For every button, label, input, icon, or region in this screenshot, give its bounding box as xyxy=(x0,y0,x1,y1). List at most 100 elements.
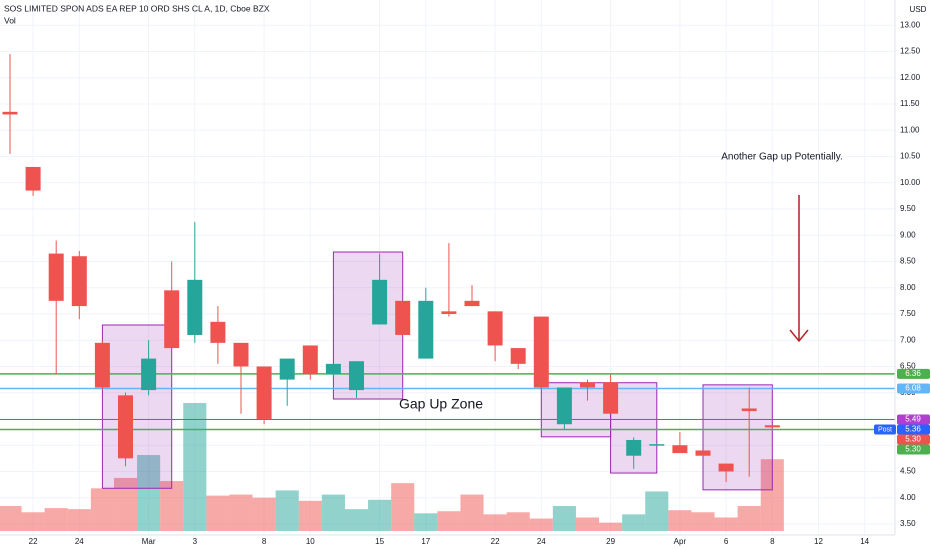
volume-bar xyxy=(645,491,669,531)
zone-box xyxy=(540,382,612,438)
y-tick-label: 9.50 xyxy=(900,204,916,213)
y-tick-label: 4.00 xyxy=(900,493,916,502)
y-tick-label: 11.50 xyxy=(900,99,920,108)
candle-body xyxy=(556,387,572,425)
volume-label: Vol xyxy=(4,15,16,25)
candle-body xyxy=(325,363,341,375)
y-tick-label: 11.00 xyxy=(900,125,920,134)
y-tick-label: 3.50 xyxy=(900,519,916,528)
badge-tag-label: Post xyxy=(878,426,892,433)
candle-body xyxy=(441,311,457,314)
x-tick-label: 24 xyxy=(537,537,546,546)
candle-body xyxy=(718,463,734,472)
y-tick-label: 7.50 xyxy=(900,309,916,318)
volume-bar xyxy=(0,506,22,531)
x-tick-label: 10 xyxy=(306,537,315,546)
volume-bar xyxy=(90,488,114,531)
volume-bar xyxy=(529,518,553,531)
x-tick-label: 8 xyxy=(770,537,775,546)
candle-body xyxy=(741,408,757,412)
volume-bar xyxy=(437,511,461,531)
zone-box xyxy=(101,324,173,489)
price-badge xyxy=(897,383,930,394)
volume-bar xyxy=(575,517,600,531)
volume-bar xyxy=(414,513,438,531)
volume-bar xyxy=(714,517,738,531)
volume-bar xyxy=(391,483,415,531)
x-tick-label: 29 xyxy=(606,537,615,546)
volume-bar xyxy=(622,514,646,531)
volume-bar xyxy=(737,506,761,531)
candle-body xyxy=(395,300,411,335)
candle-body xyxy=(279,358,295,380)
volume-bar xyxy=(137,455,161,531)
badge-tag xyxy=(874,424,896,435)
price-badge-label: 6.36 xyxy=(905,369,921,378)
candle-body xyxy=(141,358,157,391)
candle-body xyxy=(71,256,87,307)
price-badge xyxy=(897,424,930,435)
volume-bar xyxy=(552,506,576,531)
x-tick-label: 22 xyxy=(491,537,500,546)
x-tick-label: 22 xyxy=(29,537,38,546)
price-badge xyxy=(897,368,930,379)
candles xyxy=(2,54,780,482)
candle-body xyxy=(187,279,203,335)
candle-body xyxy=(487,311,503,346)
volume-bar xyxy=(298,500,322,531)
y-tick-label: 6.50 xyxy=(900,362,916,371)
y-tick-label: 10.50 xyxy=(900,152,921,161)
volume-bar xyxy=(67,509,91,531)
zone-box xyxy=(332,251,404,400)
volume-bar xyxy=(368,499,392,531)
x-tick-label: 12 xyxy=(814,537,823,546)
y-tick-label: 8.50 xyxy=(900,257,916,266)
x-tick-label: Mar xyxy=(142,537,156,546)
candle-body xyxy=(580,382,595,388)
volume-bar xyxy=(229,494,253,531)
x-tick-label: 14 xyxy=(860,537,869,546)
x-tick-label: 24 xyxy=(75,537,84,546)
y-tick-label: 12.50 xyxy=(900,47,921,56)
volume-bar xyxy=(321,494,345,531)
candle-body xyxy=(164,290,180,349)
candle-body xyxy=(48,253,64,301)
candle-body xyxy=(418,300,434,359)
candle-body xyxy=(626,439,642,456)
candle-body xyxy=(94,342,110,388)
candle-body xyxy=(764,425,780,428)
y-tick-label: 13.00 xyxy=(900,20,921,29)
x-tick-label: 3 xyxy=(193,537,198,546)
volume-bar xyxy=(21,512,45,531)
candle-body xyxy=(672,445,688,454)
candle-body xyxy=(118,395,133,459)
volume-bar xyxy=(206,495,230,531)
price-badge xyxy=(897,444,930,455)
x-tick-label: 15 xyxy=(375,537,384,546)
annotation: Another Gap up Potentially. xyxy=(721,152,843,163)
annotation: Gap Up Zone xyxy=(399,396,483,412)
price-badge-label: 6.08 xyxy=(905,384,921,393)
candle-body xyxy=(349,361,364,391)
price-badge-label: 5.36 xyxy=(905,425,921,434)
chart-title: SOS LIMITED SPON ADS EA REP 10 ORD SHS C… xyxy=(4,3,270,13)
volume-bar xyxy=(668,510,692,531)
candle-body xyxy=(533,316,549,388)
volume-pane xyxy=(0,403,784,531)
price-badge xyxy=(897,414,930,425)
y-tick-label: 4.50 xyxy=(900,467,916,476)
candle-body xyxy=(464,300,480,307)
volume-bar xyxy=(44,508,68,531)
x-tick-label: Apr xyxy=(674,537,687,546)
volume-bar xyxy=(344,509,369,531)
x-tick-label: 6 xyxy=(724,537,729,546)
price-badge-label: 5.49 xyxy=(905,415,921,424)
x-tick-label: 17 xyxy=(421,537,430,546)
price-badge xyxy=(897,434,930,445)
candle-body xyxy=(603,382,619,414)
zone-box xyxy=(702,384,773,491)
currency-label: USD xyxy=(910,5,927,14)
volume-bar xyxy=(460,494,484,531)
